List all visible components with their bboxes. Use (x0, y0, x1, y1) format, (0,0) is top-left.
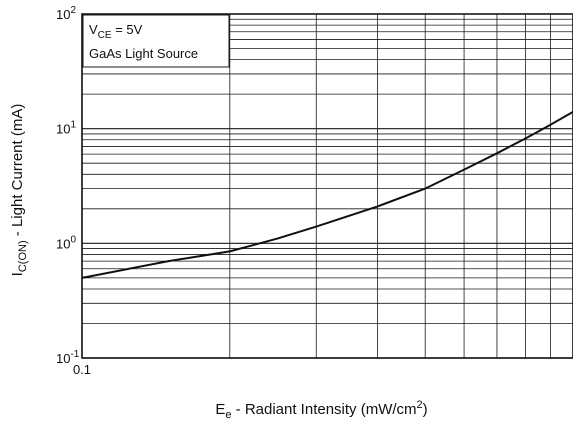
y-tick-label: 10-1 (56, 349, 80, 366)
y-tick-label: 101 (56, 120, 76, 137)
plot-area-frame (81, 13, 573, 359)
annotation-box (82, 14, 230, 68)
y-tick-label: 102 (56, 5, 76, 22)
y-tick-label: 100 (56, 234, 76, 251)
y-tick-labels: 10-1 100 101 102 (56, 5, 80, 366)
series-line (81, 111, 573, 279)
chart-grid (81, 14, 573, 359)
x-axis-label: Ee - Radiant Intensity (mW/cm2) (215, 399, 427, 421)
x-tick-labels: 0.1 (73, 362, 91, 377)
annotation-source: GaAs Light Source (89, 46, 198, 61)
y-axis-label: IC(ON) - Light Current (mA) (9, 104, 29, 277)
x-tick-label: 0.1 (73, 362, 91, 377)
annotation-condition: VCE = 5V (89, 22, 143, 41)
